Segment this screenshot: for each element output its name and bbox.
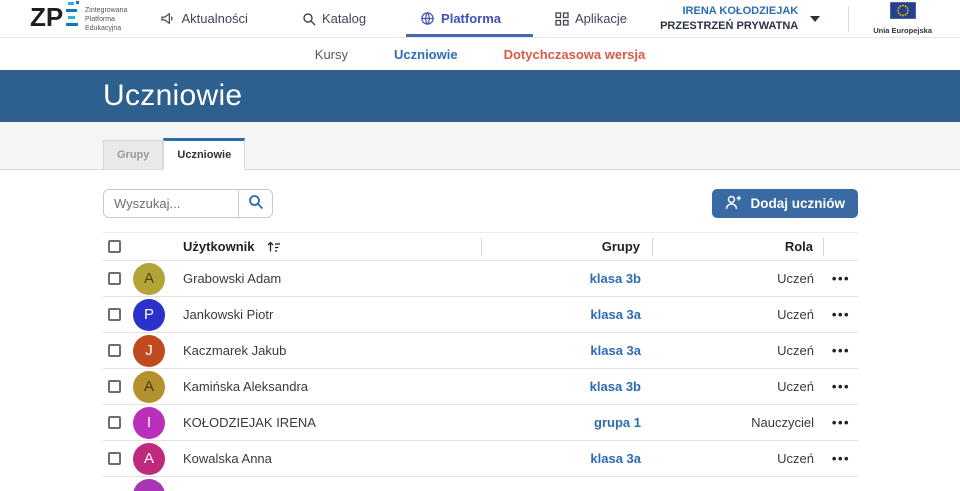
page-title: Uczniowie [103,79,243,112]
user-name: Kamińska Aleksandra [183,379,309,394]
avatar: A [133,442,165,475]
secondary-nav: Kursy Uczniowie Dotychczasowa wersja [0,38,960,70]
subnav-dotychczasowa-wersja[interactable]: Dotychczasowa wersja [503,46,646,62]
row-more-icon[interactable]: ••• [831,415,851,430]
user-name: Grabowski Adam [183,271,282,286]
logo-text: Zintegrowana Platforma Edukacyjna [85,6,128,33]
table-row: A Grabowski Adam klasa 3b Uczeń ••• [103,261,858,297]
content-area: Dodaj uczniów Użytkownik Grupy Rola [103,189,858,491]
row-checkbox[interactable] [108,308,121,321]
search-box [103,189,273,218]
column-header-user: Użytkownik [133,237,482,256]
avatar-initial: J [145,342,153,359]
row-checkbox[interactable] [108,416,121,429]
avatar: A [133,262,165,295]
search-icon [302,12,316,26]
search-input[interactable] [104,190,238,217]
user-name: KOŁODZIEJAK IRENA [183,415,316,430]
tab-uczniowie[interactable]: Uczniowie [163,138,246,170]
group-link[interactable]: grupa 1 [594,414,641,430]
role-value: Nauczyciel [751,414,814,430]
row-more-icon[interactable]: ••• [831,307,851,322]
divider [848,5,850,32]
table-header-row: Użytkownik Grupy Rola [103,232,858,261]
globe-icon [420,11,435,26]
table-body: A Grabowski Adam klasa 3b Uczeń ••• P Ja… [103,261,858,491]
zpe-logo[interactable]: ZP Zintegrowana Platforma Edukacyjna [30,1,127,36]
role-value: Uczeń [777,306,814,322]
row-more-icon[interactable]: ••• [831,343,851,358]
row-more-icon[interactable]: ••• [831,379,851,394]
toolbar: Dodaj uczniów [103,189,858,218]
group-link[interactable]: klasa 3a [590,306,641,322]
megaphone-icon [160,11,175,26]
select-all-checkbox[interactable] [108,240,121,253]
eu-badge: Unia Europejska [873,1,932,35]
table-row: P Jankowski Piotr klasa 3a Uczeń ••• [103,297,858,333]
nav-item-aplikacje[interactable]: Aplikacje [541,0,641,37]
group-link[interactable]: klasa 3a [590,342,641,358]
svg-text:ZP: ZP [30,2,63,31]
eu-label: Unia Europejska [873,26,932,35]
user-name: Jankowski Piotr [183,307,274,322]
subnav-kursy[interactable]: Kursy [314,46,349,62]
avatar: P [133,298,165,331]
avatar: J [133,334,165,367]
user-name: Kowalska Anna [183,451,272,466]
group-link[interactable]: klasa 3b [589,270,641,286]
avatar-initial: A [143,378,154,395]
table-row: I KOŁODZIEJAK IRENA grupa 1 Nauczyciel •… [103,405,858,441]
tab-strip: Grupy Uczniowie [0,122,960,170]
tab-grupy[interactable]: Grupy [103,140,164,169]
avatar [133,479,165,491]
table-row: A Kamińska Aleksandra klasa 3b Uczeń ••• [103,369,858,405]
user-name: Kaczmarek Jakub [183,343,287,358]
row-checkbox[interactable] [108,380,121,393]
user-menu[interactable]: IRENA KOŁODZIEJAK PRZESTRZEŃ PRYWATNA [660,4,798,34]
nav-item-katalog[interactable]: Katalog [288,0,380,37]
table-row [103,477,858,491]
subnav-uczniowie[interactable]: Uczniowie [394,46,458,62]
group-link[interactable]: klasa 3b [589,378,641,394]
role-value: Uczeń [777,270,814,286]
avatar: A [133,370,165,403]
table-row: A Kowalska Anna klasa 3a Uczeń ••• [103,441,858,477]
sort-icon[interactable] [267,241,281,253]
user-chip: IRENA KOŁODZIEJAK PRZESTRZEŃ PRYWATNA [660,1,932,35]
caret-down-icon[interactable] [810,15,821,22]
grid-icon [555,11,569,26]
role-value: Uczeń [777,450,814,466]
search-icon [248,194,264,213]
row-checkbox[interactable] [108,272,121,285]
column-header-role: Rola [653,237,824,256]
row-checkbox[interactable] [108,344,121,357]
role-value: Uczeń [777,378,814,394]
add-students-button[interactable]: Dodaj uczniów [711,189,858,218]
row-checkbox[interactable] [108,452,121,465]
search-button[interactable] [238,190,272,217]
avatar-initial: I [146,414,152,431]
row-more-icon[interactable]: ••• [831,451,851,466]
user-space: PRZESTRZEŃ PRYWATNA [660,19,799,32]
user-name: IRENA KOŁODZIEJAK [682,4,799,17]
page-header-band: Uczniowie [0,70,960,122]
eu-flag-icon [889,1,916,24]
top-navigation: Aktualności Katalog Platforma [127,0,660,37]
nav-item-platforma[interactable]: Platforma [406,0,533,37]
avatar-initial: A [143,270,154,287]
table-row: J Kaczmarek Jakub klasa 3a Uczeń ••• [103,333,858,369]
zpe-logo-mark-icon: ZP [30,1,80,36]
avatar-initial: P [143,306,154,323]
group-link[interactable]: klasa 3a [590,450,641,466]
top-bar: ZP Zintegrowana Platforma Edukacyjna Akt… [0,0,960,38]
students-table: Użytkownik Grupy Rola A Grabows [103,232,858,491]
column-header-groups: Grupy [482,237,653,256]
row-more-icon[interactable]: ••• [831,271,851,286]
avatar-initial: A [143,450,154,467]
role-value: Uczeń [777,342,814,358]
add-user-icon [725,195,742,213]
nav-item-aktualnosci[interactable]: Aktualności [146,0,261,37]
avatar: I [133,406,165,439]
